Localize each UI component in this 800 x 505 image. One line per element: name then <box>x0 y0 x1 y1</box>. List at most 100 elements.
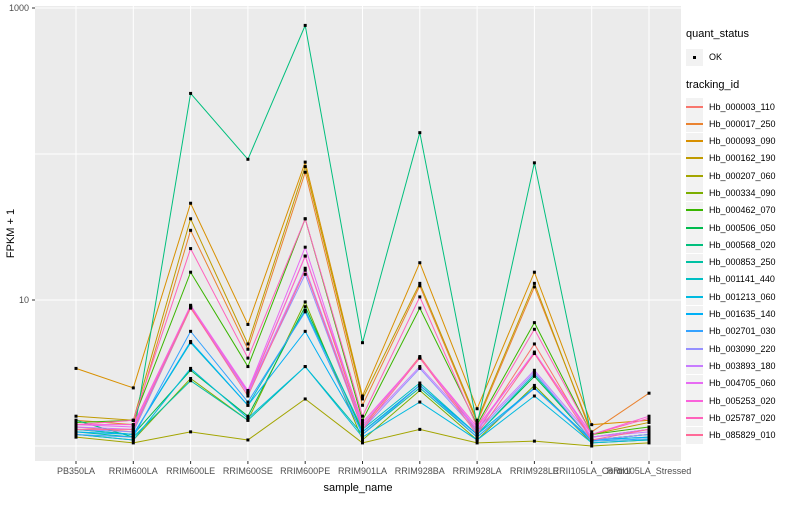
legend-entry: Hb_001635_140 <box>686 305 798 323</box>
legend-line-icon <box>686 184 703 202</box>
data-point <box>189 379 193 383</box>
legend-entry-label: Hb_000568_020 <box>709 239 776 250</box>
data-point <box>361 441 364 445</box>
legend-line-icon <box>686 357 703 375</box>
data-point <box>303 305 307 309</box>
legend-entry: Hb_000568_020 <box>686 236 798 254</box>
legend-line-icon <box>686 149 703 167</box>
data-point <box>303 245 307 249</box>
data-point <box>361 418 364 422</box>
data-point <box>189 329 193 333</box>
data-point <box>532 342 536 346</box>
data-point <box>590 441 594 445</box>
legend-entry-ok-label: OK <box>709 52 723 62</box>
data-point <box>131 427 135 431</box>
tracking-id-legend: tracking_id Hb_000003_110 Hb_000017_250 Hb… <box>686 79 798 444</box>
data-point <box>361 394 364 398</box>
data-point <box>246 418 250 422</box>
legend-entry-label: Hb_000017_250 <box>709 118 776 129</box>
data-point <box>475 441 479 445</box>
data-point <box>189 368 193 372</box>
legend-entry-label: Hb_000506_050 <box>709 222 776 233</box>
data-point <box>361 435 364 439</box>
legend-entry: Hb_000462_070 <box>686 201 798 219</box>
legend-line-icon <box>686 409 703 427</box>
legend-entry: Hb_000506_050 <box>686 219 798 237</box>
legend-entry-label: Hb_085829_010 <box>709 430 776 441</box>
data-point <box>303 170 307 174</box>
data-point <box>532 352 536 356</box>
data-point <box>647 416 651 420</box>
legend-entry-label: Hb_001141_440 <box>709 274 775 285</box>
data-point <box>418 386 422 390</box>
legend-entry-label: Hb_000853_250 <box>709 257 776 268</box>
data-point <box>418 261 422 265</box>
legend-entry-label: Hb_000003_110 <box>709 101 775 112</box>
data-point <box>647 427 651 431</box>
data-point <box>532 321 536 325</box>
data-point <box>647 414 651 418</box>
legend-entry-label: Hb_000093_090 <box>709 136 776 147</box>
legend-entry: Hb_005253_020 <box>686 392 798 410</box>
data-point <box>532 368 536 372</box>
data-point <box>303 165 307 169</box>
data-point <box>74 418 78 422</box>
data-point <box>418 131 422 135</box>
legend-line-icon <box>686 236 703 254</box>
data-point <box>647 391 651 395</box>
data-point <box>418 295 422 299</box>
legend-line-icon <box>686 322 703 340</box>
data-point <box>303 23 307 27</box>
data-point <box>189 339 193 343</box>
data-point <box>532 285 536 289</box>
legend-entry-label: Hb_000462_070 <box>709 205 776 216</box>
legend-entry-label: Hb_002701_030 <box>709 326 776 337</box>
legend-entry-label: Hb_000162_190 <box>709 153 776 164</box>
data-point <box>418 381 422 385</box>
tracking-id-entries: Hb_000003_110 Hb_000017_250 Hb_000093_090 H… <box>686 98 798 444</box>
quant-status-legend-title: quant_status <box>686 28 749 40</box>
legend-entry: Hb_001141_440 <box>686 270 798 288</box>
data-point <box>590 438 594 442</box>
panel-background <box>35 6 681 461</box>
data-point <box>131 432 135 436</box>
x-tick-label: RRIM600PE <box>280 466 330 476</box>
data-point <box>131 418 135 422</box>
data-point <box>647 441 651 445</box>
data-point <box>590 435 594 439</box>
legend-line-icon <box>686 392 703 410</box>
data-point <box>74 432 78 436</box>
data-point <box>74 435 78 439</box>
data-point <box>246 365 250 369</box>
data-point <box>418 306 422 310</box>
data-point <box>418 383 422 387</box>
data-point <box>647 430 651 434</box>
x-tick-label: RRIM901LA <box>338 466 387 476</box>
data-point <box>532 383 536 387</box>
data-point <box>74 423 78 427</box>
legend-line-icon <box>686 340 703 358</box>
legend-entry: Hb_000162_190 <box>686 149 798 167</box>
legend-entry: Hb_000207_060 <box>686 167 798 185</box>
data-point <box>303 300 307 304</box>
legend-entry: Hb_000017_250 <box>686 115 798 133</box>
data-point <box>475 407 479 411</box>
data-point <box>475 418 479 422</box>
legend-entry-label: Hb_001635_140 <box>709 309 776 320</box>
tracking-id-legend-title: tracking_id <box>686 79 740 91</box>
data-point <box>590 430 594 434</box>
data-point <box>246 322 250 326</box>
data-point <box>418 388 422 392</box>
x-tick-label: RRIM600LA <box>109 466 158 476</box>
ok-point-icon <box>686 48 703 66</box>
data-point <box>532 374 536 378</box>
data-point <box>189 366 193 370</box>
data-point <box>246 400 250 404</box>
legend-entry: Hb_025787_020 <box>686 409 798 427</box>
data-point <box>303 310 307 314</box>
data-point <box>74 430 78 434</box>
data-point <box>74 427 78 431</box>
legend-entry-label: Hb_000334_090 <box>709 187 776 198</box>
y-tick-label: 1000 <box>9 3 29 13</box>
